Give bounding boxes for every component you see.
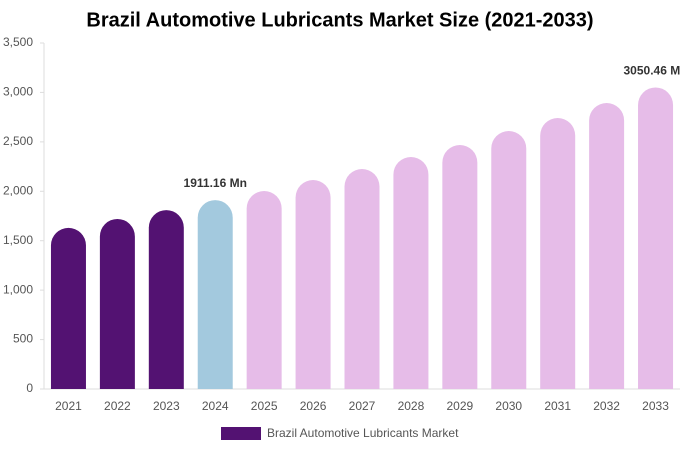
bar [442,145,478,389]
bar [491,130,527,390]
bar [246,190,282,389]
bar [540,118,576,389]
value-label: 1911.16 Mn [184,176,247,190]
x-tick-label: 2022 [104,399,131,413]
legend-swatch [221,427,261,440]
y-tick-label: 2,000 [3,183,33,197]
bar [344,169,380,389]
x-tick-label: 2033 [642,399,669,413]
x-tick-label: 2024 [202,399,229,413]
bar [393,156,429,389]
x-tick-label: 2032 [593,399,620,413]
y-tick-label: 1,500 [3,233,33,247]
y-tick-label: 500 [13,332,33,346]
bar [50,227,86,389]
x-tick-label: 2030 [495,399,522,413]
x-tick-label: 2026 [300,399,327,413]
bar [295,180,331,389]
x-tick-label: 2023 [153,399,180,413]
x-tick-label: 2021 [55,399,82,413]
legend-label: Brazil Automotive Lubricants Market [267,426,459,440]
x-tick-label: 2031 [544,399,571,413]
chart-title: Brazil Automotive Lubricants Market Size… [86,9,593,31]
x-tick-label: 2027 [349,399,376,413]
y-tick-label: 0 [26,381,33,395]
value-label: 3050.46 Mn [624,64,680,78]
bar [99,218,135,389]
y-tick-label: 2,500 [3,134,33,148]
y-tick-label: 1,000 [3,282,33,296]
y-tick-label: 3,500 [3,35,33,49]
x-tick-label: 2025 [251,399,278,413]
bar [197,200,233,389]
y-tick-label: 3,000 [3,85,33,99]
bar [589,103,625,389]
bar [638,87,674,389]
bar [148,210,184,389]
x-tick-label: 2029 [446,399,473,413]
x-tick-label: 2028 [398,399,425,413]
